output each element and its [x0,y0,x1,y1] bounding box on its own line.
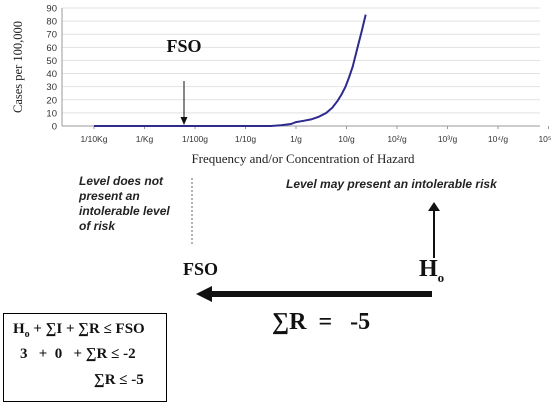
sum-r-label: ∑R = -5 [272,309,371,335]
x-tick-label: 10/g [338,134,355,144]
y-tick-label: 20 [46,95,57,106]
x-tick-label: 10²/g [387,134,407,144]
formula-line-3: ∑R ≤ -5 [94,372,144,388]
y-axis-label: Cases per 100,000 [11,21,25,113]
formula-h: H [13,321,25,337]
fso-diagram-label: FSO [183,259,219,279]
x-tick-label: 1/Kg [136,134,154,144]
formula-line-1-rest: + ∑I + ∑R ≤ FSO [29,321,145,337]
y-tick-label: 50 [46,56,57,67]
ho-label: Ho [419,256,444,286]
formula-line-1: Ho + ∑I + ∑R ≤ FSO [13,321,145,340]
x-tick-label: 1/10Kg [81,134,108,144]
x-tick-label: 10⁴/g [488,134,508,144]
ho-main: H [419,256,438,282]
y-tick-label: 40 [46,69,57,80]
formula-h-sub: o [24,329,30,340]
x-axis-label: Frequency and/or Concentration of Hazard [191,151,415,166]
dotted-divider [191,178,193,246]
fso-arrow-head [180,117,188,125]
y-tick-label: 80 [46,17,57,28]
x-tick-labels: 1/10Kg 1/Kg 1/100g 1/10g 1/g 10/g 10²/g 10³/g 10… [81,126,551,144]
series-line [94,14,367,127]
y-gridlines [62,7,540,114]
left-arrow [196,286,432,302]
y-tick-label: 60 [46,43,57,54]
y-tick-label: 70 [46,30,57,41]
x-tick-label: 10³/g [438,134,458,144]
formula-box: Ho + ∑I + ∑R ≤ FSO 3 + 0 + ∑R ≤ -2 ∑R ≤ … [3,313,167,402]
x-tick-label: 10⁵/g [538,134,551,144]
left-note: Level does not present an intolerable le… [79,174,170,233]
formula-line-2: 3 + 0 + ∑R ≤ -2 [20,346,136,362]
y-tick-label: 30 [46,82,57,93]
ho-subscript: o [437,269,445,285]
y-tick-label: 0 [52,122,57,133]
x-tick-label: 1/100g [182,134,208,144]
y-tick-label: 10 [46,108,57,119]
y-tick-labels: 0 10 20 30 40 50 60 70 80 90 [46,4,57,133]
x-tick-label: 1/10g [235,134,257,144]
fso-chart-label: FSO [166,36,201,56]
x-tick-label: 1/g [290,134,302,144]
right-note: Level may present an intolerable risk [286,177,497,191]
up-arrow [428,202,440,258]
chart-axes [61,8,540,127]
y-tick-label: 90 [46,4,57,15]
